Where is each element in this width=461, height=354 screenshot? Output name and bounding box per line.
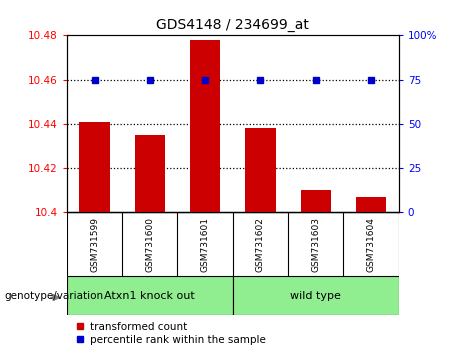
- Bar: [190, 40, 220, 212]
- Text: genotype/variation: genotype/variation: [5, 291, 104, 301]
- Text: GSM731600: GSM731600: [145, 217, 154, 272]
- Text: wild type: wild type: [290, 291, 341, 301]
- Bar: [233, 276, 399, 315]
- Title: GDS4148 / 234699_at: GDS4148 / 234699_at: [156, 18, 309, 32]
- Text: GSM731603: GSM731603: [311, 217, 320, 272]
- Text: GSM731599: GSM731599: [90, 217, 99, 272]
- Bar: [79, 122, 110, 212]
- Bar: [245, 128, 276, 212]
- Text: GSM731604: GSM731604: [366, 217, 376, 272]
- Bar: [356, 197, 386, 212]
- Bar: [135, 135, 165, 212]
- Legend: transformed count, percentile rank within the sample: transformed count, percentile rank withi…: [72, 317, 270, 349]
- Bar: [301, 190, 331, 212]
- Bar: [67, 276, 233, 315]
- Text: GSM731602: GSM731602: [256, 217, 265, 272]
- Text: GSM731601: GSM731601: [201, 217, 210, 272]
- Text: Atxn1 knock out: Atxn1 knock out: [105, 291, 195, 301]
